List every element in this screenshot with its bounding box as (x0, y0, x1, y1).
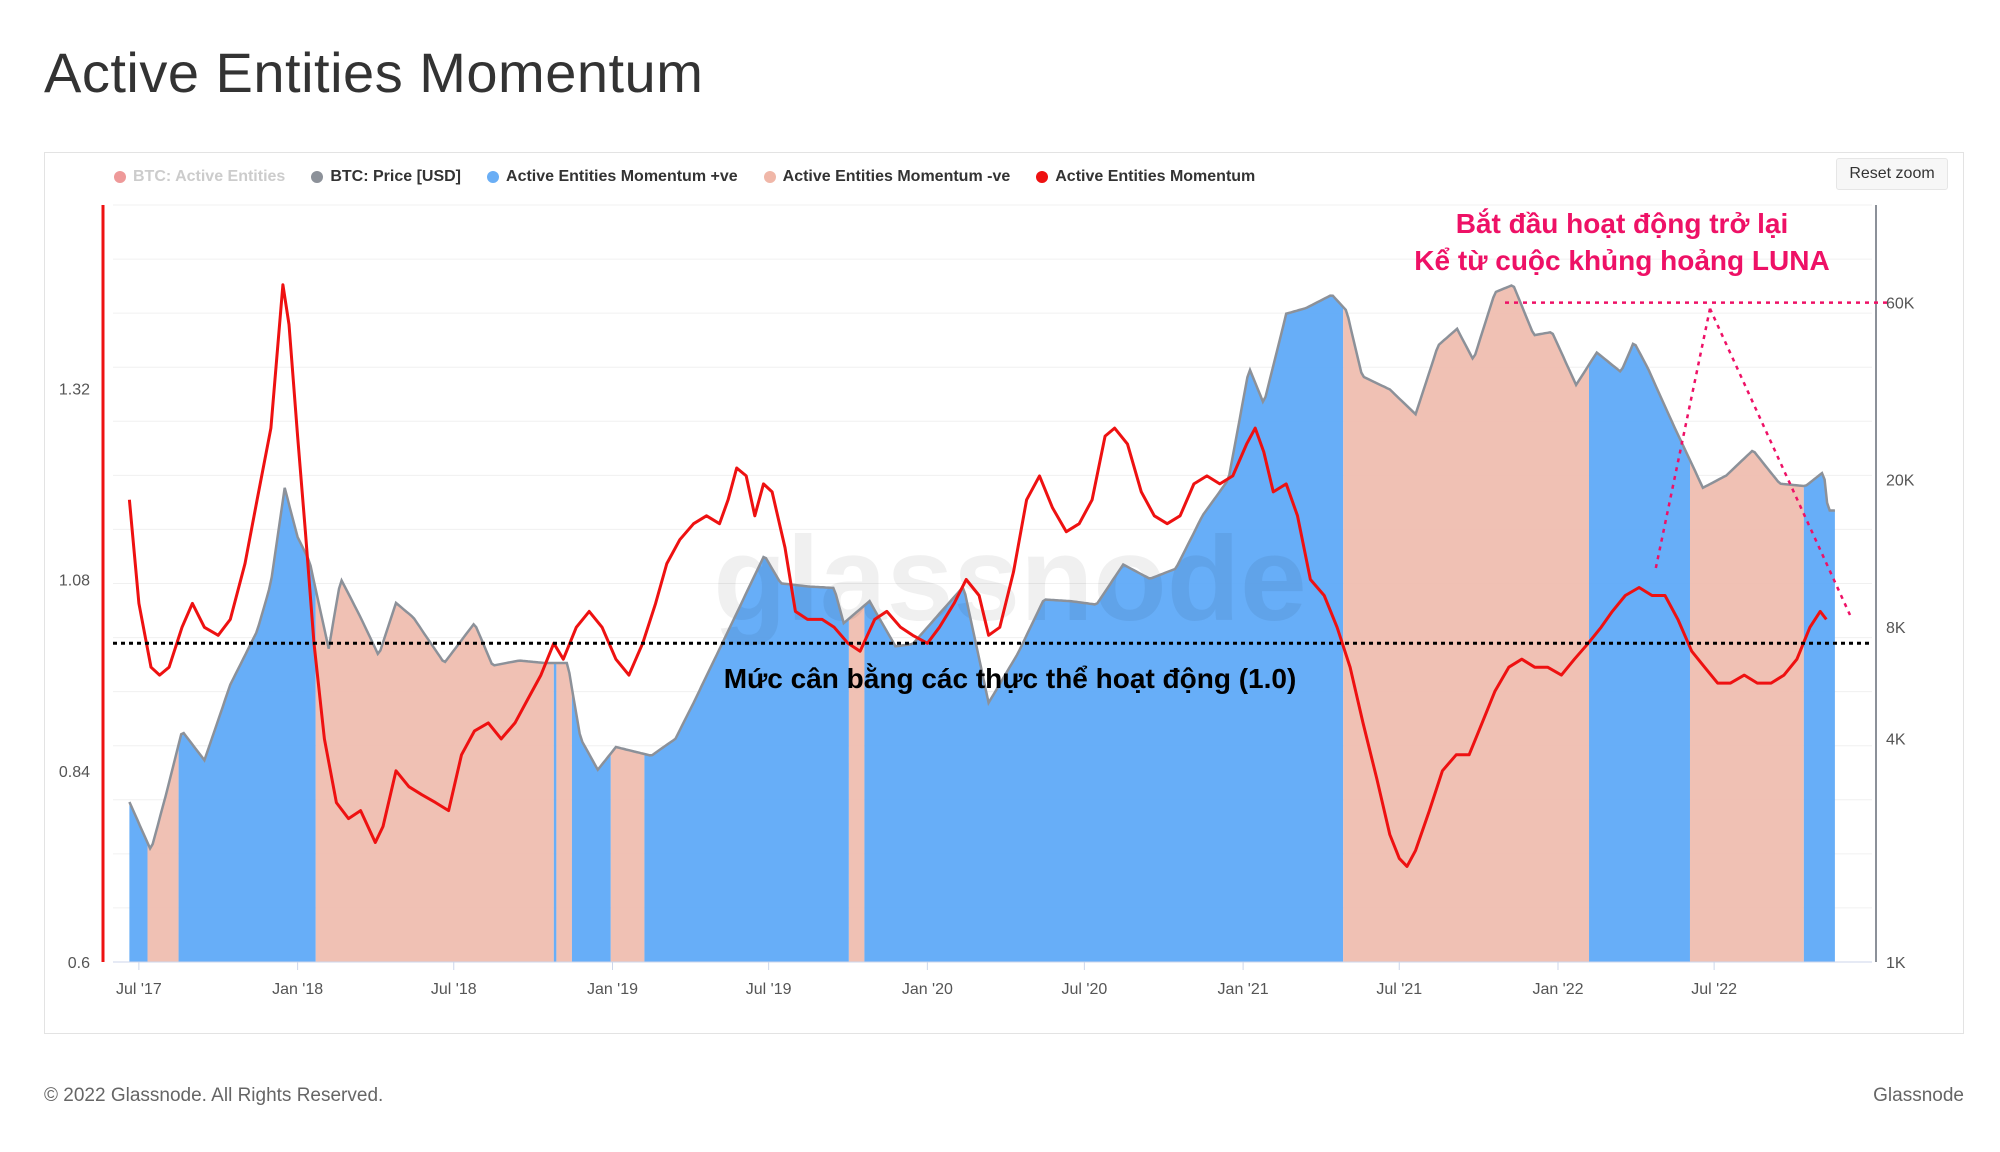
legend-label: BTC: Active Entities (133, 168, 286, 185)
legend-label: BTC: Price [USD] (330, 168, 462, 185)
chart-legend: BTC: Active Entities BTC: Price [USD] Ac… (114, 168, 1255, 186)
legend-marker-momentum-positive (487, 171, 500, 183)
legend-label: Active Entities Momentum +ve (506, 168, 738, 185)
reset-zoom-button[interactable]: Reset zoom (1836, 158, 1948, 190)
legend-marker-momentum-negative (763, 171, 776, 183)
legend-marker-active-entities (114, 171, 126, 183)
footer-copyright: © 2022 Glassnode. All Rights Reserved. (44, 1085, 384, 1106)
legend-marker-momentum (1036, 171, 1049, 183)
legend-item-momentum-negative[interactable]: Active Entities Momentum -ve (763, 168, 1011, 186)
legend-marker-btc-price (311, 171, 324, 183)
page-title: Active Entities Momentum (44, 41, 704, 104)
legend-item-momentum-positive[interactable]: Active Entities Momentum +ve (487, 168, 738, 186)
legend-item-active-entities[interactable]: BTC: Active Entities (114, 168, 285, 186)
legend-item-momentum[interactable]: Active Entities Momentum (1036, 168, 1255, 186)
legend-label: Active Entities Momentum -ve (782, 168, 1011, 185)
legend-label: Active Entities Momentum (1055, 168, 1256, 185)
footer-brand: Glassnode (1873, 1085, 1964, 1106)
chart-container (44, 152, 1964, 1034)
legend-item-btc-price[interactable]: BTC: Price [USD] (311, 168, 461, 186)
